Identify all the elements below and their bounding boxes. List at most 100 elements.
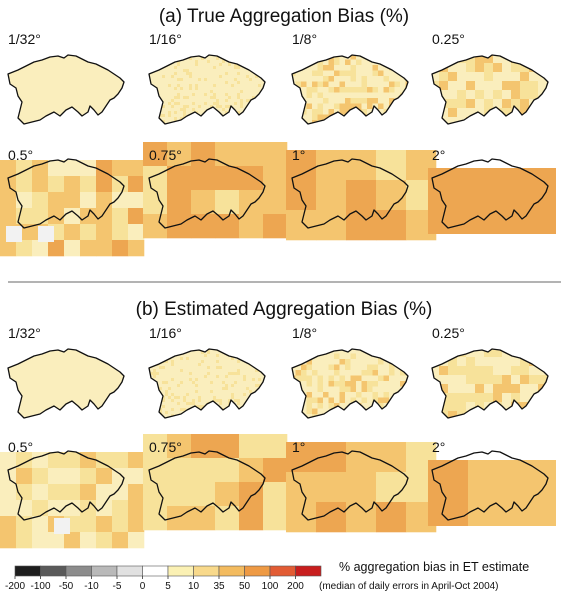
grid-cell <box>88 386 91 389</box>
grid-cell <box>295 70 302 77</box>
grid-cell <box>44 104 47 107</box>
grid-cell <box>122 124 124 126</box>
grid-cell <box>102 94 105 97</box>
grid-cell <box>207 57 211 61</box>
grid-cell <box>92 84 95 87</box>
grid-cell <box>216 66 220 70</box>
grid-cell <box>88 78 91 81</box>
grid-cell <box>10 76 13 79</box>
grid-cell <box>36 108 39 111</box>
grid-cell <box>124 382 126 384</box>
grid-cell <box>520 99 530 109</box>
grid-cell <box>201 81 205 85</box>
grid-cell <box>14 106 17 109</box>
grid-cell <box>189 57 193 61</box>
grid-cell <box>44 390 47 393</box>
grid-cell <box>84 98 87 101</box>
grid-cell <box>34 386 37 389</box>
grid-cell <box>150 99 154 103</box>
grid-cell <box>120 116 123 119</box>
grid-cell <box>78 62 81 65</box>
grid-cell <box>466 81 476 91</box>
grid-cell <box>213 60 217 64</box>
grid-cell <box>168 69 172 73</box>
grid-cell <box>90 88 93 91</box>
grid-cell <box>52 62 55 65</box>
grid-cell <box>24 110 27 113</box>
grid-cell <box>174 87 178 91</box>
grid-cell <box>432 108 440 118</box>
grid-cell <box>118 368 121 371</box>
grid-cell <box>118 349 121 351</box>
grid-cell <box>378 87 384 93</box>
grid-cell <box>529 81 539 91</box>
grid-cell <box>192 78 196 82</box>
grid-cell <box>114 116 117 119</box>
grid-cell <box>225 90 229 94</box>
grid-cell <box>44 88 47 91</box>
grid-cell <box>116 100 119 103</box>
grid-cell <box>104 72 107 75</box>
grid-cell <box>78 74 81 77</box>
grid-cell <box>66 106 69 109</box>
grid-cell <box>54 124 56 126</box>
grid-cell <box>162 96 166 100</box>
grid-cell <box>20 378 23 381</box>
grid-cell <box>98 88 101 91</box>
grid-cell <box>171 75 175 79</box>
grid-cell <box>52 362 55 365</box>
grid-cell <box>72 386 75 389</box>
grid-cell <box>54 366 57 369</box>
grid-cell <box>72 86 75 89</box>
grid-cell <box>100 366 103 369</box>
grid-cell <box>14 366 17 369</box>
grid-cell <box>383 81 390 88</box>
grid-cell <box>48 55 51 57</box>
grid-cell <box>14 84 17 87</box>
grid-cell <box>104 390 107 393</box>
grid-cell <box>64 240 81 257</box>
grid-cell <box>110 62 113 65</box>
grid-cell <box>54 86 57 89</box>
grid-cell <box>10 372 13 375</box>
grid-cell <box>323 65 329 71</box>
grid-cell <box>112 160 129 177</box>
grid-cell <box>86 92 89 95</box>
grid-cell <box>174 123 178 124</box>
grid-cell <box>26 124 28 126</box>
grid-cell <box>82 370 85 373</box>
grid-cell <box>150 117 154 121</box>
grid-cell <box>30 64 33 67</box>
grid-cell <box>22 86 25 89</box>
grid-cell <box>120 349 123 351</box>
grid-cell <box>34 80 37 83</box>
grid-cell <box>116 58 119 61</box>
grid-cell <box>74 388 77 391</box>
grid-cell <box>88 88 91 91</box>
grid-cell <box>44 110 47 113</box>
grid-cell <box>192 102 196 106</box>
grid-cell <box>22 62 25 65</box>
grid-cell <box>339 59 346 66</box>
grid-cell <box>30 368 33 371</box>
grid-cell <box>10 94 13 97</box>
grid-cell <box>234 117 238 121</box>
grid-cell <box>112 66 115 69</box>
grid-cell <box>32 362 35 365</box>
grid-cell <box>16 368 19 371</box>
grid-cell <box>228 114 232 118</box>
grid-cell <box>48 356 51 359</box>
grid-cell <box>40 96 43 99</box>
grid-cell <box>261 117 265 121</box>
grid-cell <box>110 76 113 79</box>
grid-cell <box>118 362 121 365</box>
grid-cell <box>22 372 25 375</box>
grid-cell <box>100 382 103 385</box>
grid-cell <box>124 386 126 388</box>
grid-cell <box>76 66 79 69</box>
grid-cell <box>118 352 121 355</box>
grid-cell <box>74 60 77 63</box>
grid-cell <box>56 390 59 393</box>
grid-cell <box>180 99 184 103</box>
grid-cell <box>60 364 63 367</box>
